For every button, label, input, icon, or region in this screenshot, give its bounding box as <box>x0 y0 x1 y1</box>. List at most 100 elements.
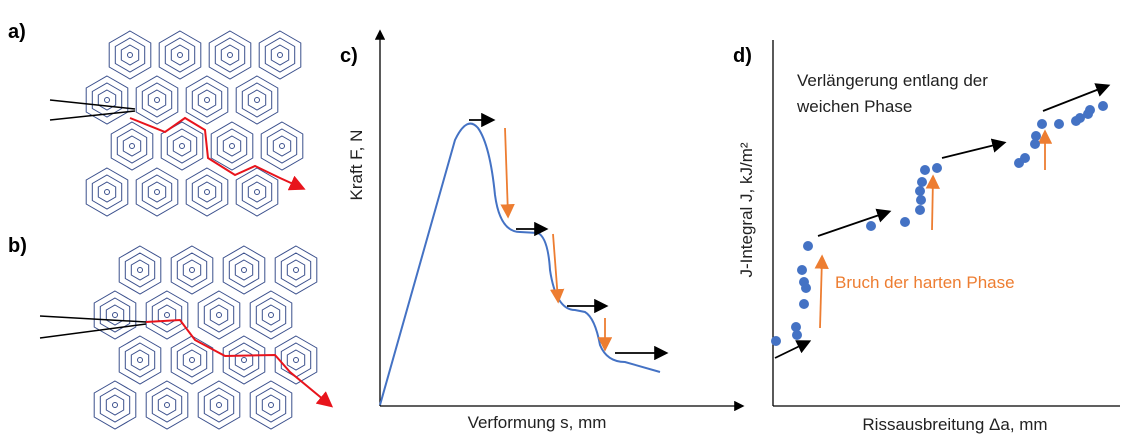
grain-center <box>164 402 170 408</box>
hexagon <box>135 75 179 125</box>
grain-center <box>127 52 133 58</box>
hexagon <box>166 128 198 164</box>
data-point <box>917 177 927 187</box>
hexagon <box>170 335 214 385</box>
grain-center <box>204 97 210 103</box>
grain-center <box>154 189 160 195</box>
crack-b <box>39 315 334 408</box>
grain-center <box>268 402 274 408</box>
data-point <box>1098 101 1108 111</box>
hexagon <box>286 259 306 281</box>
hexagon <box>210 121 254 171</box>
hexagon <box>176 342 208 378</box>
grain-center <box>112 312 118 318</box>
hexagon <box>234 259 254 281</box>
hexagon <box>261 394 281 416</box>
hexagon <box>122 135 142 157</box>
hexagon <box>124 342 156 378</box>
hexagon <box>220 44 240 66</box>
annotation: weichen Phase <box>796 97 912 116</box>
hexagon <box>160 121 204 171</box>
hexagon <box>118 245 162 295</box>
data-point <box>791 322 801 332</box>
hexagon <box>147 89 167 111</box>
grain-center <box>137 357 143 363</box>
hexagon <box>197 290 241 340</box>
data-point <box>1030 139 1040 149</box>
data-point <box>1031 131 1041 141</box>
hexagon <box>185 75 229 125</box>
grain-center <box>279 143 285 149</box>
hexagon <box>105 304 125 326</box>
panel-label: c) <box>340 45 358 67</box>
hexagon <box>130 349 150 371</box>
data-point <box>792 330 802 340</box>
hexagon <box>274 335 318 385</box>
grain-center <box>179 143 185 149</box>
hexagon <box>97 181 117 203</box>
data-point <box>1020 153 1030 163</box>
hexagon <box>182 349 202 371</box>
hexagon <box>182 259 202 281</box>
hexagon <box>120 44 140 66</box>
hexagon <box>260 121 304 171</box>
hexagon <box>91 82 123 118</box>
hexagon <box>286 349 306 371</box>
hexagon <box>124 252 156 288</box>
grain-center <box>129 143 135 149</box>
grain-center <box>241 357 247 363</box>
data-point <box>771 336 781 346</box>
panel-label: a) <box>8 21 26 43</box>
data-point <box>1037 119 1047 129</box>
hexagon <box>114 37 146 73</box>
grain-center <box>254 97 260 103</box>
hexagon <box>157 394 177 416</box>
grain-center <box>229 143 235 149</box>
hexagon <box>85 167 129 217</box>
hexagon <box>234 349 254 371</box>
hexagon <box>191 82 223 118</box>
grain-center <box>189 357 195 363</box>
hexagon <box>203 297 235 333</box>
data-point <box>866 221 876 231</box>
data-point <box>916 195 926 205</box>
annotation: Verlängerung entlang der <box>797 71 988 90</box>
hexagon <box>147 181 167 203</box>
hexagon <box>105 394 125 416</box>
hexagon-grains <box>85 30 318 430</box>
x-axis-label: Rissausbreitung Δa, mm <box>862 415 1047 434</box>
hexagon <box>241 174 273 210</box>
data-point <box>915 205 925 215</box>
hexagon <box>208 30 252 80</box>
crack-a <box>49 99 306 191</box>
hexagon <box>249 290 293 340</box>
hexagon <box>255 297 287 333</box>
hexagon <box>228 342 260 378</box>
panel-c: Kraft F, N Verformung s, mm <box>347 29 745 432</box>
hexagon <box>197 89 217 111</box>
data-point <box>900 217 910 227</box>
hexagon <box>228 252 260 288</box>
hexagon <box>93 380 137 430</box>
data-point <box>797 265 807 275</box>
grain-center <box>112 402 118 408</box>
data-point <box>932 163 942 173</box>
annotation: Bruch der harten Phase <box>835 273 1015 292</box>
hexagon <box>130 259 150 281</box>
grain-center <box>277 52 283 58</box>
hexagon <box>222 245 266 295</box>
hexagon <box>255 387 287 423</box>
hexagon <box>222 135 242 157</box>
panel-label: d) <box>733 45 752 67</box>
grain-center <box>104 97 110 103</box>
hexagon <box>170 245 214 295</box>
data-point <box>915 186 925 196</box>
hexagon <box>99 297 131 333</box>
hexagon <box>203 387 235 423</box>
hexagon <box>247 89 267 111</box>
hexagon <box>197 181 217 203</box>
data-point <box>799 299 809 309</box>
hexagon <box>93 290 137 340</box>
hexagon <box>258 30 302 80</box>
